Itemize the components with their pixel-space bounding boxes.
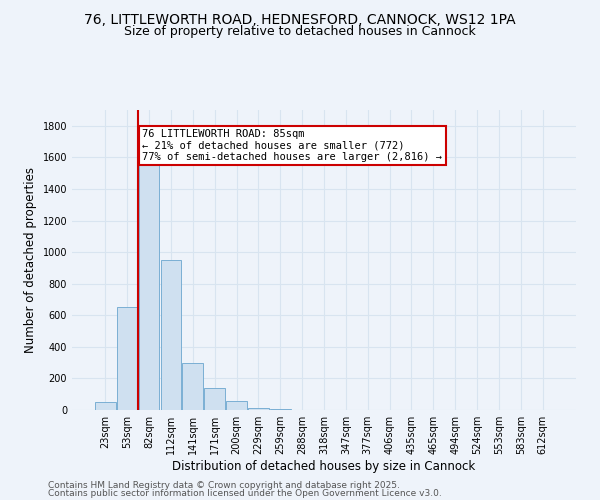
Text: 76, LITTLEWORTH ROAD, HEDNESFORD, CANNOCK, WS12 1PA: 76, LITTLEWORTH ROAD, HEDNESFORD, CANNOC… — [84, 12, 516, 26]
Y-axis label: Number of detached properties: Number of detached properties — [24, 167, 37, 353]
Text: Contains HM Land Registry data © Crown copyright and database right 2025.: Contains HM Land Registry data © Crown c… — [48, 480, 400, 490]
Bar — [95, 402, 116, 410]
Bar — [139, 126, 160, 410]
Text: Size of property relative to detached houses in Cannock: Size of property relative to detached ho… — [124, 25, 476, 38]
Text: Contains public sector information licensed under the Open Government Licence v3: Contains public sector information licen… — [48, 489, 442, 498]
Bar — [117, 308, 137, 410]
Bar — [161, 260, 181, 410]
Text: 76 LITTLEWORTH ROAD: 85sqm
← 21% of detached houses are smaller (772)
77% of sem: 76 LITTLEWORTH ROAD: 85sqm ← 21% of deta… — [142, 129, 442, 162]
Bar — [204, 388, 225, 410]
Bar — [248, 408, 269, 410]
X-axis label: Distribution of detached houses by size in Cannock: Distribution of detached houses by size … — [172, 460, 476, 473]
Bar — [226, 400, 247, 410]
Bar — [182, 362, 203, 410]
Bar — [270, 409, 290, 410]
